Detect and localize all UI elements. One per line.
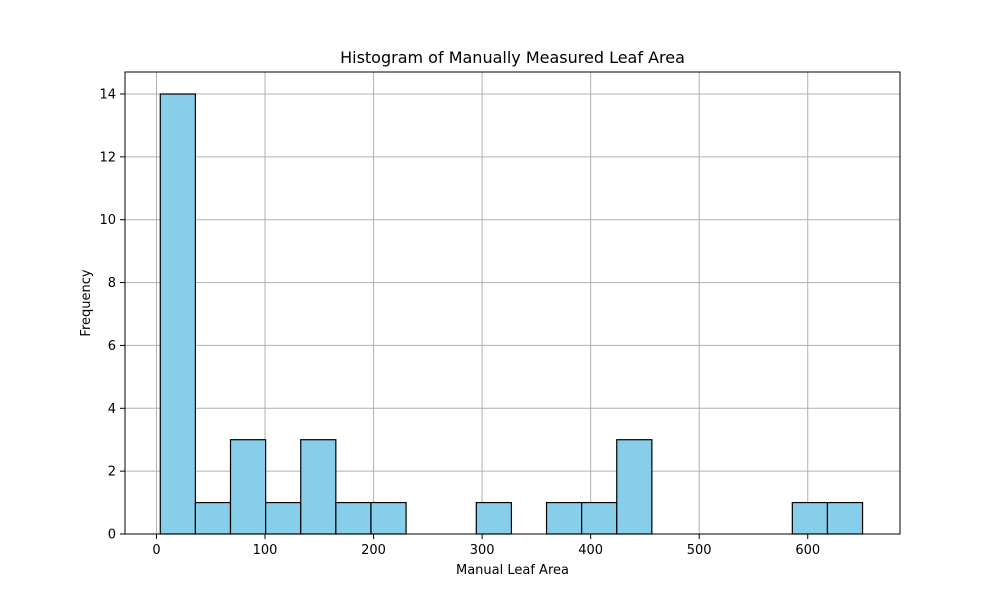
y-tick-label: 2 (108, 465, 116, 480)
y-axis-label: Frequency (79, 269, 94, 336)
chart-title: Histogram of Manually Measured Leaf Area (340, 48, 685, 67)
x-tick-label: 400 (578, 543, 603, 558)
histogram-bar (194, 501, 232, 535)
y-tick-label: 8 (108, 276, 116, 291)
histogram-bar (265, 501, 302, 535)
plot-area-frame (124, 71, 901, 535)
y-axis-ticks: 0 2 4 6 8 10 12 14 (99, 88, 125, 543)
x-tick-label: 200 (361, 543, 386, 558)
histogram-bar (475, 501, 513, 535)
x-axis-ticks: 0 100 200 300 400 500 600 (152, 534, 820, 558)
histogram-bar (335, 501, 372, 535)
y-tick-label: 6 (108, 339, 116, 354)
y-tick-label: 0 (108, 528, 116, 543)
histogram-bar (581, 501, 618, 535)
x-tick-label: 600 (795, 543, 820, 558)
histogram-bar (229, 439, 267, 535)
histogram-bar (300, 439, 337, 535)
histogram-bar (159, 93, 196, 535)
histogram-bar (545, 501, 583, 535)
histogram-bar (826, 501, 864, 535)
x-tick-label: 500 (687, 543, 712, 558)
histogram-bar (370, 501, 407, 535)
y-tick-label: 4 (108, 402, 116, 417)
x-axis-label: Manual Leaf Area (456, 563, 569, 578)
grid-lines (125, 72, 900, 535)
histogram-bar (791, 501, 829, 535)
y-tick-label: 10 (99, 213, 116, 228)
y-tick-label: 14 (99, 88, 116, 103)
histogram-bar (616, 439, 653, 535)
x-tick-label: 100 (253, 543, 278, 558)
x-tick-label: 0 (152, 543, 160, 558)
histogram-bars (159, 93, 864, 535)
y-tick-label: 12 (99, 150, 116, 165)
x-tick-label: 300 (470, 543, 495, 558)
